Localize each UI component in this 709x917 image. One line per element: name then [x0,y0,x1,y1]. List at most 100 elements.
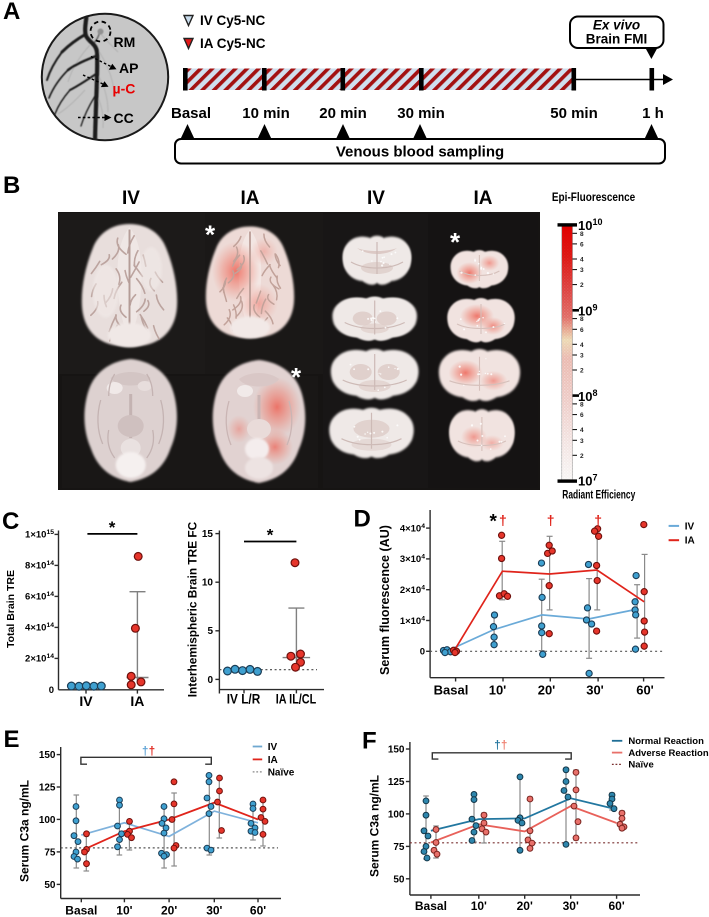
svg-text:IV Cy5-NC: IV Cy5-NC [200,13,266,28]
svg-text:2: 2 [580,453,584,460]
svg-text:10 min: 10 min [242,105,290,122]
svg-text:Normal Reaction: Normal Reaction [628,736,704,747]
svg-text:†: † [594,512,602,528]
svg-text:10': 10' [471,899,487,913]
svg-text:8: 8 [580,402,584,409]
svg-text:30': 30' [563,899,579,913]
svg-text:Basal: Basal [65,904,97,917]
svg-text:E: E [4,726,20,753]
svg-text:CC: CC [114,110,134,126]
svg-text:6: 6 [580,327,584,334]
svg-text:3×104: 3×104 [400,554,425,566]
svg-text:3: 3 [580,353,584,360]
svg-text:4: 4 [580,427,584,434]
svg-text:Naïve: Naïve [268,767,295,778]
svg-text:125: 125 [39,783,56,794]
svg-text:8: 8 [580,316,584,323]
svg-text:30': 30' [586,683,604,698]
svg-text:30 min: 30 min [397,105,445,122]
svg-text:IA: IA [474,188,493,209]
svg-text:Venous blood sampling: Venous blood sampling [336,144,504,161]
svg-text:2: 2 [580,282,584,289]
svg-text:RM: RM [114,34,136,50]
svg-text:F: F [362,728,377,755]
svg-text:10': 10' [116,904,132,917]
svg-text:†: † [149,746,155,758]
svg-text:*: * [267,526,274,545]
svg-text:Serum fluorescence (AU): Serum fluorescence (AU) [378,525,392,675]
svg-text:60': 60' [608,899,624,913]
svg-text:4: 4 [580,342,584,349]
svg-text:0: 0 [420,647,425,658]
svg-text:108: 108 [578,388,597,404]
svg-text:4×1014: 4×1014 [25,622,54,634]
svg-text:150: 150 [388,745,405,756]
svg-text:100: 100 [39,815,56,826]
svg-text:3: 3 [580,267,584,274]
svg-text:AP: AP [119,60,138,76]
svg-text:IA: IA [268,755,278,766]
svg-text:*: * [109,518,116,537]
svg-text:6: 6 [580,242,584,249]
svg-text:4×104: 4×104 [400,523,425,535]
svg-text:2×1014: 2×1014 [25,653,54,665]
svg-text:10: 10 [202,578,214,589]
svg-text:1010: 1010 [578,217,602,233]
svg-text:Radiant Efficiency: Radiant Efficiency [562,488,635,502]
svg-text:B: B [3,172,20,199]
svg-text:A: A [3,0,20,25]
svg-text:D: D [354,506,371,533]
svg-text:µ-C: µ-C [113,81,136,97]
svg-text:Adverse Reaction: Adverse Reaction [628,748,708,759]
svg-text:10': 10' [489,683,507,698]
svg-text:IA: IA [241,188,260,209]
svg-text:Basal: Basal [415,899,447,913]
svg-text:2: 2 [580,368,584,375]
svg-text:Ex vivo: Ex vivo [593,18,640,33]
svg-text:150: 150 [39,750,56,761]
svg-text:Basal: Basal [171,105,211,122]
svg-text:IA: IA [685,536,695,547]
svg-text:Total Brain TRE: Total Brain TRE [5,570,17,648]
svg-text:IV: IV [367,188,385,209]
svg-text:60': 60' [250,904,266,917]
svg-text:Basal: Basal [434,683,469,698]
svg-text:20': 20' [538,683,556,698]
svg-text:75: 75 [393,842,405,853]
svg-text:†: † [499,512,507,528]
svg-text:IA Cy5-NC: IA Cy5-NC [200,36,266,51]
svg-text:Naïve: Naïve [628,760,653,771]
svg-text:†: † [501,740,507,752]
svg-text:†: † [547,512,555,528]
svg-text:Interhemispheric Brain TRE FC: Interhemispheric Brain TRE FC [188,522,200,698]
svg-text:50: 50 [44,880,56,891]
svg-text:3: 3 [580,438,584,445]
svg-text:IV: IV [79,693,93,709]
svg-text:Serum C3a ng/mL: Serum C3a ng/mL [368,775,382,877]
svg-text:†: † [494,740,500,752]
svg-text:125: 125 [388,777,405,788]
svg-text:IV: IV [685,521,695,532]
svg-text:0: 0 [49,685,54,696]
svg-text:100: 100 [388,809,405,820]
svg-text:C: C [2,508,19,535]
svg-text:IA IL/CL: IA IL/CL [276,692,317,707]
svg-text:30': 30' [206,904,222,917]
svg-text:Epi-Fluorescence: Epi-Fluorescence [552,190,636,204]
svg-text:1 h: 1 h [642,105,664,122]
svg-text:75: 75 [44,847,56,858]
svg-text:50: 50 [393,874,405,885]
svg-text:20 min: 20 min [319,105,367,122]
svg-text:IA: IA [130,693,144,709]
svg-text:4: 4 [580,257,584,264]
svg-text:107: 107 [578,473,597,489]
svg-text:8×1014: 8×1014 [25,560,54,572]
svg-text:60': 60' [636,683,654,698]
svg-text:IV: IV [268,742,278,753]
svg-text:20': 20' [517,899,533,913]
svg-text:1×104: 1×104 [400,615,425,627]
svg-text:Brain FMI: Brain FMI [586,32,648,47]
svg-text:†: † [142,746,148,758]
svg-text:1×1015: 1×1015 [25,529,54,541]
svg-text:50 min: 50 min [550,105,598,122]
